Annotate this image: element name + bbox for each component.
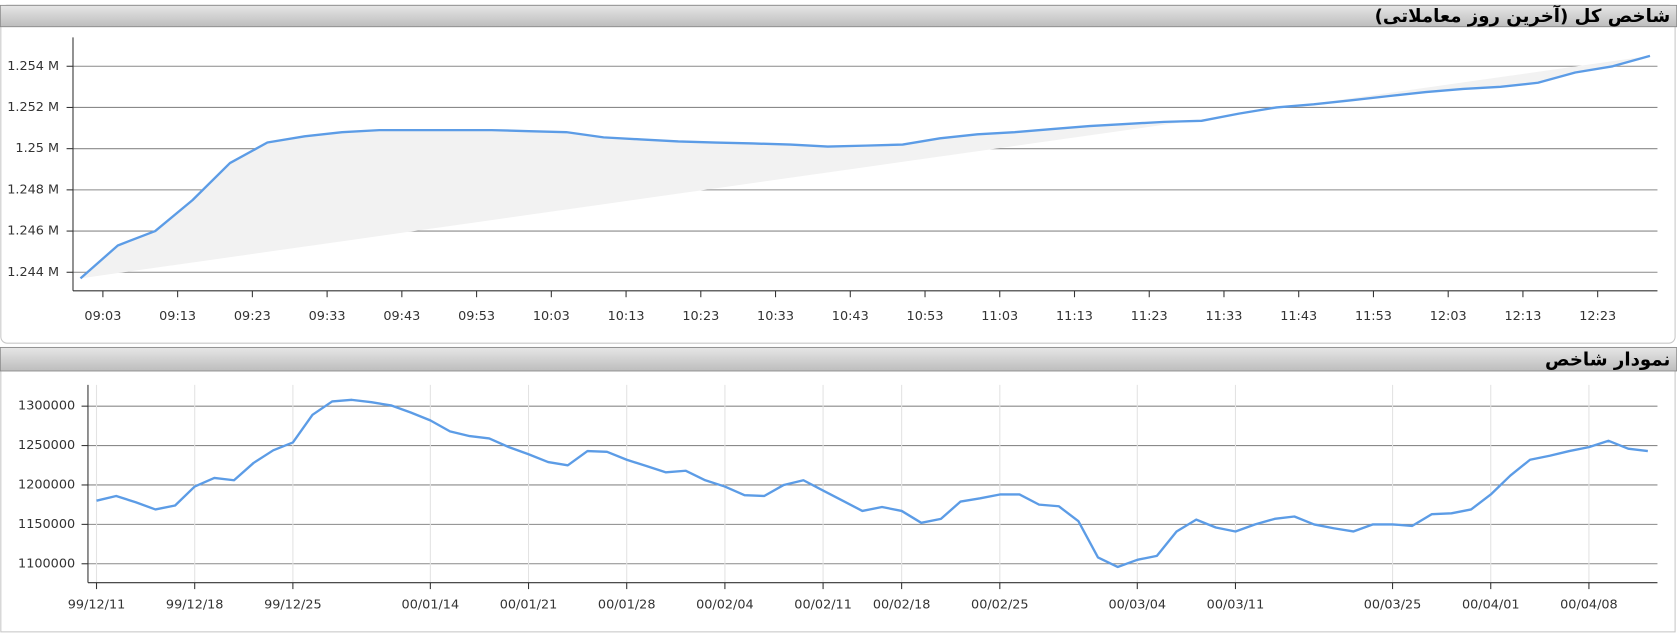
x-tick-label: 00/02/18 <box>873 598 931 613</box>
line <box>79 54 1651 280</box>
x-tick-label: 09:13 <box>159 309 196 324</box>
line <box>96 398 1648 569</box>
x-tick-label: 10:23 <box>682 309 719 324</box>
x-tick-label: 00/02/04 <box>696 598 754 613</box>
x-tick-label: 00/02/25 <box>971 598 1029 613</box>
x-tick-label: 09:03 <box>84 309 121 324</box>
x-tick-label: 00/04/08 <box>1560 598 1618 613</box>
x-tick-label: 10:33 <box>757 309 794 324</box>
y-tick-label: 1150000 <box>18 517 75 532</box>
x-tick-label: 00/03/11 <box>1207 598 1265 613</box>
y-tick-label: 1300000 <box>18 399 75 414</box>
x-tick-label: 00/01/21 <box>500 598 558 613</box>
x-tick-label: 00/03/04 <box>1109 598 1167 613</box>
x-tick-label: 12:03 <box>1430 309 1467 324</box>
panel-header <box>0 347 1677 372</box>
y-tick-label: 1200000 <box>18 477 75 492</box>
x-tick-label: 00/01/28 <box>598 598 656 613</box>
x-tick-label: 11:43 <box>1280 309 1317 324</box>
y-tick-label: 1250000 <box>18 438 75 453</box>
panel <box>0 346 1676 633</box>
x-tick-label: 10:43 <box>832 309 869 324</box>
x-tick-label: 00/02/11 <box>794 598 852 613</box>
x-tick-label: 99/12/18 <box>166 598 224 613</box>
x-tick-label: 00/01/14 <box>402 598 460 613</box>
x-tick-label: 09:33 <box>309 309 346 324</box>
x-tick-label: 00/04/01 <box>1462 598 1520 613</box>
x-tick-label: 10:13 <box>608 309 645 324</box>
x-tick-label: 11:53 <box>1355 309 1392 324</box>
x-tick-label: 10:03 <box>533 309 570 324</box>
chart-title: نمودار شاخص <box>1545 349 1670 370</box>
y-tick-label: 1.248 M <box>7 182 59 197</box>
y-tick-label: 1.25 M <box>15 141 59 156</box>
y-tick-label: 1100000 <box>18 556 75 571</box>
x-tick-label: 10:53 <box>907 309 944 324</box>
chart-title: شاخص کل (آخرین روز معاملاتی) <box>1375 4 1671 27</box>
x-tick-label: 09:23 <box>234 309 271 324</box>
x-tick-label: 11:13 <box>1056 309 1093 324</box>
x-tick-label: 12:23 <box>1579 309 1616 324</box>
x-tick-label: 12:13 <box>1504 309 1541 324</box>
x-tick-label: 99/12/25 <box>264 598 322 613</box>
y-tick-label: 1.254 M <box>7 59 59 74</box>
y-tick-label: 1.252 M <box>7 100 59 115</box>
x-tick-label: 99/12/11 <box>68 598 126 613</box>
x-tick-label: 11:23 <box>1131 309 1168 324</box>
x-tick-label: 09:43 <box>383 309 420 324</box>
y-tick-label: 1.244 M <box>7 265 59 280</box>
x-tick-label: 11:03 <box>981 309 1018 324</box>
x-tick-label: 00/03/25 <box>1364 598 1422 613</box>
y-tick-label: 1.246 M <box>7 224 59 239</box>
area-fill <box>80 55 1650 279</box>
x-tick-label: 09:53 <box>458 309 495 324</box>
x-tick-label: 11:33 <box>1206 309 1243 324</box>
